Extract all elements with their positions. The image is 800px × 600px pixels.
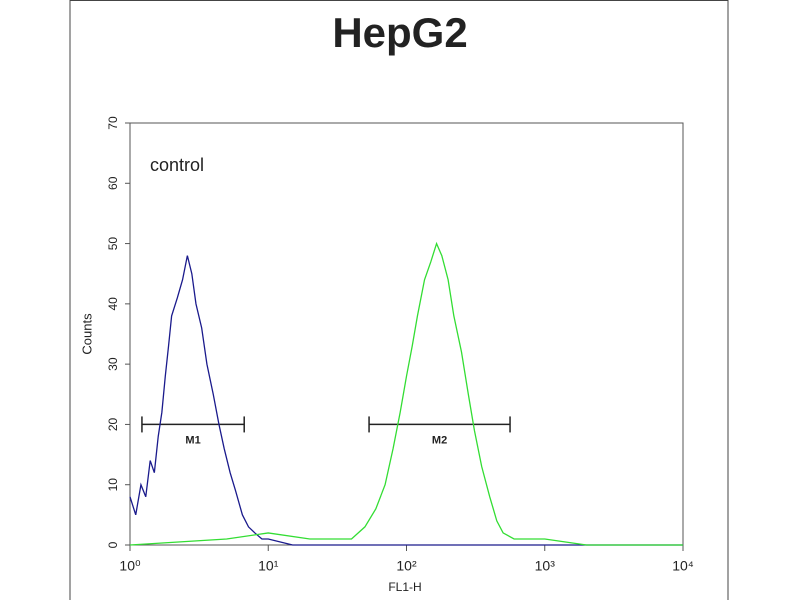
y-tick-label: 50: [106, 237, 120, 251]
histogram-line: [129, 241, 683, 546]
plot-area: [129, 122, 684, 546]
y-tick-label: 30: [106, 357, 120, 371]
y-tick-label: 40: [106, 297, 120, 311]
y-axis-label: Counts: [79, 313, 94, 355]
x-tick-label: 10⁴: [672, 558, 694, 574]
x-axis-label: FL1-H: [388, 580, 421, 594]
x-tick-label: 10¹: [258, 558, 279, 574]
x-tick-label: 10³: [535, 558, 556, 574]
gate-label: M1: [185, 434, 200, 446]
x-tick-label: 10²: [396, 558, 417, 574]
gate-label: M2: [432, 434, 447, 446]
frame: [69, 0, 729, 600]
y-tick-label: 60: [106, 176, 120, 190]
histogram-line: [129, 255, 683, 546]
annotation: control: [150, 155, 204, 175]
y-tick-label: 10: [106, 478, 120, 492]
y-tick-label: 20: [106, 417, 120, 431]
chart-title: HepG2: [332, 9, 467, 56]
y-tick-label: 70: [106, 116, 120, 130]
x-tick-label: 10⁰: [119, 558, 141, 574]
y-tick-label: 0: [106, 541, 120, 548]
